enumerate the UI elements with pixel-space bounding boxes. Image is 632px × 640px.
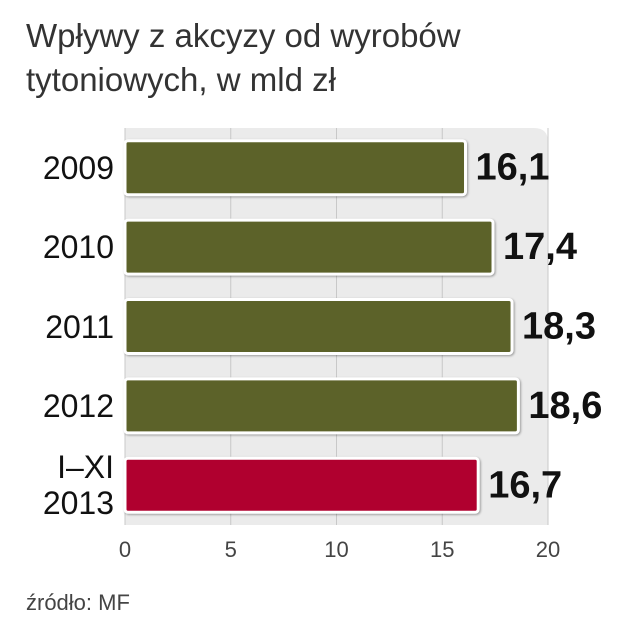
x-tick-label: 15 [430, 537, 454, 562]
data-label: 17,4 [503, 226, 577, 268]
x-tick-label: 0 [119, 537, 131, 562]
x-tick-label: 10 [324, 537, 348, 562]
bar [123, 377, 520, 435]
y-tick-label: I–XI 2013 [42, 449, 114, 522]
bar [123, 298, 514, 355]
source: źródło: MF [26, 590, 130, 615]
data-label: 16,7 [488, 464, 562, 506]
bar [123, 456, 480, 514]
y-tick-label: 2012 [42, 387, 114, 424]
chart-title: Wpływy z akcyzy od wyrobów tytoniowych, … [26, 17, 461, 98]
x-tick-label: 20 [536, 537, 560, 562]
y-tick-label: 2010 [42, 229, 114, 266]
data-label: 18,3 [522, 306, 596, 348]
bar [123, 139, 468, 197]
data-label: 18,6 [528, 385, 602, 427]
y-tick-label: 2011 [45, 308, 114, 345]
y-tick-label: 2009 [42, 149, 114, 186]
bar [123, 218, 495, 276]
x-tick-label: 5 [225, 537, 237, 562]
data-label: 16,1 [476, 147, 550, 189]
